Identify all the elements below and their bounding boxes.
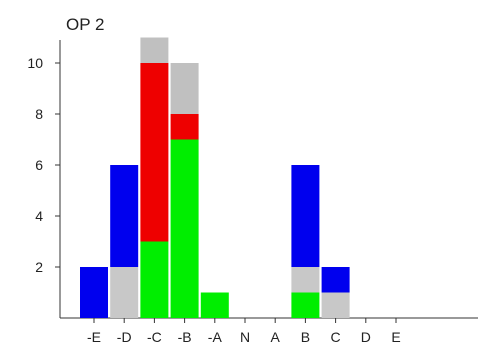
bars-group bbox=[80, 37, 350, 318]
y-tick-label: 6 bbox=[35, 157, 43, 173]
bar-segment--C-series-1 bbox=[140, 241, 169, 318]
bar-segment--B-series-5 bbox=[170, 63, 199, 114]
x-tick-label: -B bbox=[178, 329, 192, 345]
x-tick-label: A bbox=[271, 329, 281, 345]
bar-segment--C-series-4 bbox=[140, 63, 169, 242]
y-tick-label: 8 bbox=[35, 106, 43, 122]
bar-segment--E-series-3 bbox=[80, 267, 108, 318]
bar-segment-B-series-3 bbox=[291, 165, 320, 267]
bar-segment--C-series-5 bbox=[140, 37, 169, 63]
chart-title: OP 2 bbox=[66, 15, 104, 34]
x-ticks-group: -E -D -C -B -A N A B C D E bbox=[87, 318, 401, 345]
bar-segment-C-series-3 bbox=[321, 267, 350, 293]
x-tick-label: C bbox=[331, 329, 341, 345]
bar-segment-B-series-1 bbox=[291, 292, 320, 318]
y-tick-label: 4 bbox=[35, 208, 43, 224]
bar-segment--D-series-2 bbox=[110, 267, 139, 318]
x-tick-label: -D bbox=[117, 329, 132, 345]
bar-segment-B-series-2 bbox=[291, 267, 320, 293]
y-ticks-group: 2 4 6 8 10 bbox=[27, 55, 60, 275]
y-tick-label: 2 bbox=[35, 259, 43, 275]
bar-segment--B-series-4 bbox=[170, 114, 199, 140]
bar-segment--D-series-3 bbox=[110, 165, 139, 267]
x-tick-label: B bbox=[301, 329, 310, 345]
bar-segment--B-series-1 bbox=[170, 139, 199, 318]
x-tick-label: D bbox=[361, 329, 371, 345]
y-tick-label: 10 bbox=[27, 55, 43, 71]
x-tick-label: -C bbox=[147, 329, 162, 345]
bar-segment-C-series-2 bbox=[321, 292, 350, 318]
bar-segment--A-series-1 bbox=[200, 292, 229, 318]
x-tick-label: -A bbox=[208, 329, 223, 345]
x-tick-label: E bbox=[391, 329, 400, 345]
x-tick-label: N bbox=[240, 329, 250, 345]
x-tick-label: -E bbox=[87, 329, 101, 345]
